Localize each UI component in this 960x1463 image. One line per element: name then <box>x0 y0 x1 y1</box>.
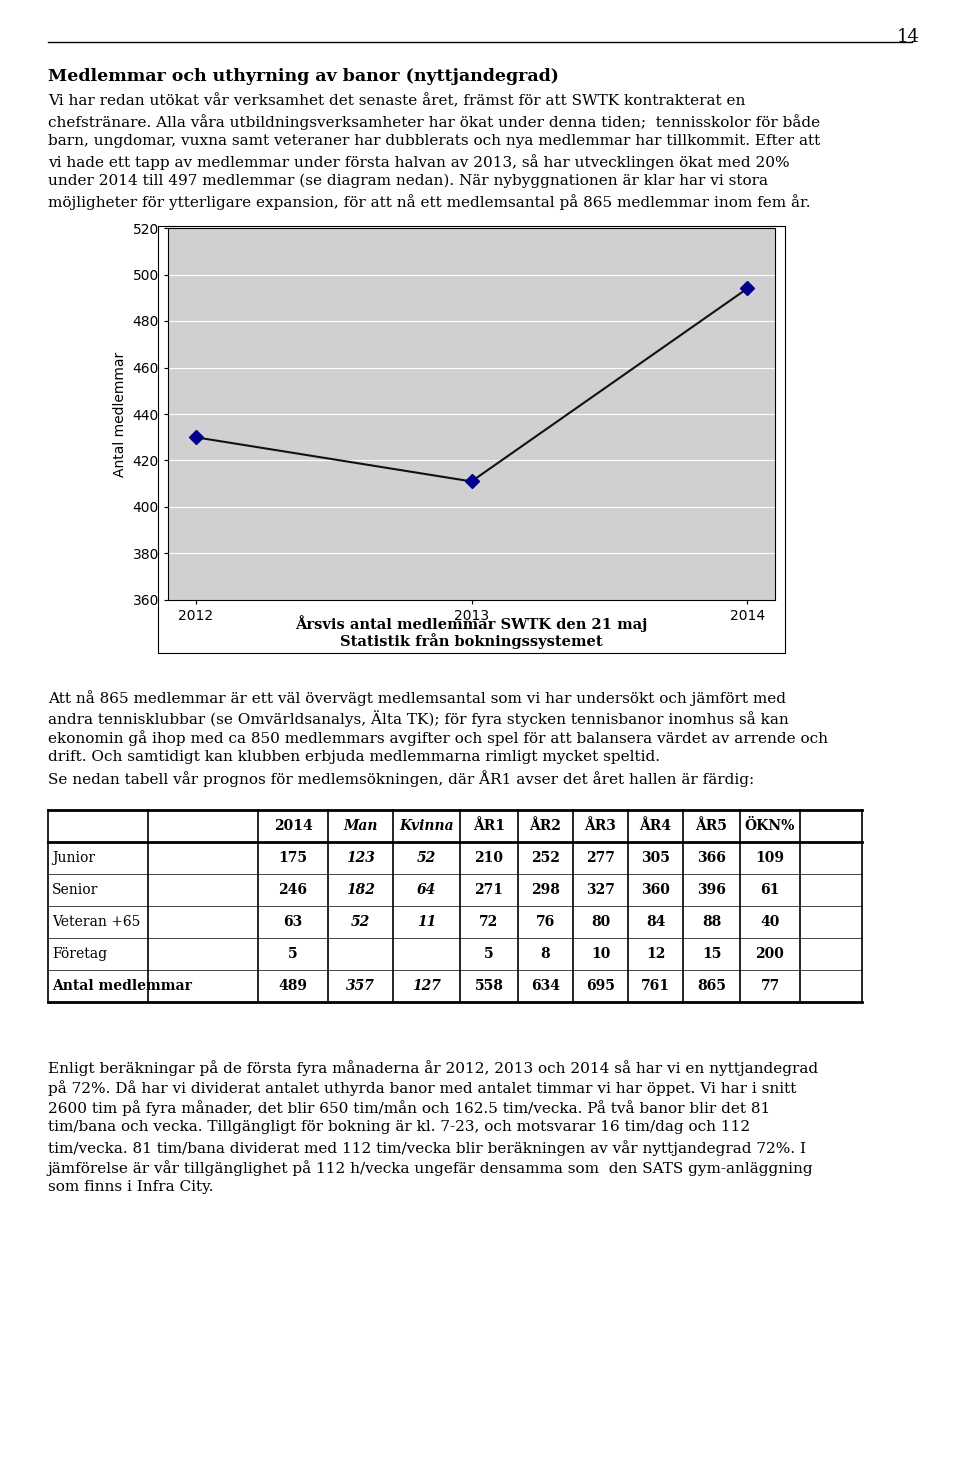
Text: 2014: 2014 <box>274 819 312 832</box>
Text: 11: 11 <box>417 914 436 929</box>
Text: 109: 109 <box>756 851 784 865</box>
Text: 61: 61 <box>760 884 780 897</box>
Text: 77: 77 <box>760 979 780 993</box>
Text: Kvinna: Kvinna <box>399 819 454 832</box>
Text: ekonomin gå ihop med ca 850 medlemmars avgifter och spel för att balansera värde: ekonomin gå ihop med ca 850 medlemmars a… <box>48 730 828 746</box>
Text: 366: 366 <box>697 851 726 865</box>
Text: 52: 52 <box>350 914 371 929</box>
Text: Antal medlemmar: Antal medlemmar <box>52 979 192 993</box>
Text: 64: 64 <box>417 884 436 897</box>
Text: 88: 88 <box>702 914 721 929</box>
Text: 5: 5 <box>288 947 298 961</box>
Text: Senior: Senior <box>52 884 98 897</box>
Text: drift. Och samtidigt kan klubben erbjuda medlemmarna rimligt mycket speltid.: drift. Och samtidigt kan klubben erbjuda… <box>48 751 660 764</box>
Text: Årsvis antal medlemmar SWTK den 21 maj: Årsvis antal medlemmar SWTK den 21 maj <box>296 614 648 632</box>
Text: 558: 558 <box>474 979 503 993</box>
Text: Veteran +65: Veteran +65 <box>52 914 140 929</box>
Text: 246: 246 <box>278 884 307 897</box>
Text: 80: 80 <box>590 914 611 929</box>
Text: 360: 360 <box>641 884 670 897</box>
Text: 12: 12 <box>646 947 665 961</box>
Text: ÅR3: ÅR3 <box>585 819 616 832</box>
Text: som finns i Infra City.: som finns i Infra City. <box>48 1181 213 1194</box>
Text: ÅR2: ÅR2 <box>530 819 562 832</box>
Text: Vi har redan utökat vår verksamhet det senaste året, främst för att SWTK kontrak: Vi har redan utökat vår verksamhet det s… <box>48 94 745 108</box>
Text: 72: 72 <box>479 914 498 929</box>
Text: 2600 tim på fyra månader, det blir 650 tim/mån och 162.5 tim/vecka. På två banor: 2600 tim på fyra månader, det blir 650 t… <box>48 1100 770 1116</box>
Text: på 72%. Då har vi dividerat antalet uthyrda banor med antalet timmar vi har öppe: på 72%. Då har vi dividerat antalet uthy… <box>48 1080 797 1096</box>
Text: andra tennisklubbar (se Omvärldsanalys, Älta TK); för fyra stycken tennisbanor i: andra tennisklubbar (se Omvärldsanalys, … <box>48 710 789 727</box>
Text: 63: 63 <box>283 914 302 929</box>
Text: 327: 327 <box>586 884 615 897</box>
Text: 634: 634 <box>531 979 560 993</box>
Text: 271: 271 <box>474 884 503 897</box>
Text: Medlemmar och uthyrning av banor (nyttjandegrad): Medlemmar och uthyrning av banor (nyttja… <box>48 67 559 85</box>
Text: 10: 10 <box>590 947 611 961</box>
Text: 277: 277 <box>586 851 615 865</box>
Text: chefstränare. Alla våra utbildningsverksamheter har ökat under denna tiden;  ten: chefstränare. Alla våra utbildningsverks… <box>48 114 820 130</box>
Text: 695: 695 <box>586 979 615 993</box>
Text: Att nå 865 medlemmar är ett väl övervägt medlemsantal som vi har undersökt och j: Att nå 865 medlemmar är ett väl övervägt… <box>48 691 786 705</box>
Text: 127: 127 <box>412 979 441 993</box>
Text: 14: 14 <box>898 28 920 45</box>
Text: 298: 298 <box>531 884 560 897</box>
Text: 305: 305 <box>641 851 670 865</box>
Text: jämförelse är vår tillgänglighet på 112 h/vecka ungefär densamma som  den SATS g: jämförelse är vår tillgänglighet på 112 … <box>48 1160 814 1176</box>
Text: 52: 52 <box>417 851 436 865</box>
Text: tim/bana och vecka. Tillgängligt för bokning är kl. 7-23, och motsvarar 16 tim/d: tim/bana och vecka. Tillgängligt för bok… <box>48 1121 750 1134</box>
Text: 210: 210 <box>474 851 503 865</box>
Text: barn, ungdomar, vuxna samt veteraner har dubblerats och nya medlemmar har tillko: barn, ungdomar, vuxna samt veteraner har… <box>48 135 820 148</box>
Text: ÖKN%: ÖKN% <box>745 819 795 832</box>
Text: 357: 357 <box>346 979 375 993</box>
Text: 182: 182 <box>346 884 375 897</box>
Text: ÅR4: ÅR4 <box>639 819 671 832</box>
Text: 396: 396 <box>697 884 726 897</box>
Y-axis label: Antal medlemmar: Antal medlemmar <box>113 351 127 477</box>
Text: ÅR5: ÅR5 <box>696 819 728 832</box>
Text: 8: 8 <box>540 947 550 961</box>
Text: Man: Man <box>344 819 377 832</box>
Text: Statistik från bokningssystemet: Statistik från bokningssystemet <box>340 633 603 650</box>
Text: Junior: Junior <box>52 851 95 865</box>
Text: tim/vecka. 81 tim/bana dividerat med 112 tim/vecka blir beräkningen av vår nyttj: tim/vecka. 81 tim/bana dividerat med 112… <box>48 1140 806 1156</box>
Text: 84: 84 <box>646 914 665 929</box>
Text: 200: 200 <box>756 947 784 961</box>
Text: 76: 76 <box>536 914 555 929</box>
Text: möjligheter för ytterligare expansion, för att nå ett medlemsantal på 865 medlem: möjligheter för ytterligare expansion, f… <box>48 195 810 209</box>
Text: Företag: Företag <box>52 947 108 961</box>
Text: Enligt beräkningar på de första fyra månaderna år 2012, 2013 och 2014 så har vi : Enligt beräkningar på de första fyra mån… <box>48 1061 818 1075</box>
Text: 123: 123 <box>346 851 375 865</box>
Text: under 2014 till 497 medlemmar (se diagram nedan). När nybyggnationen är klar har: under 2014 till 497 medlemmar (se diagra… <box>48 174 768 189</box>
Text: 15: 15 <box>702 947 721 961</box>
Text: 489: 489 <box>278 979 307 993</box>
Text: 40: 40 <box>760 914 780 929</box>
Text: 865: 865 <box>697 979 726 993</box>
Text: 761: 761 <box>641 979 670 993</box>
Text: ÅR1: ÅR1 <box>473 819 505 832</box>
Text: 252: 252 <box>531 851 560 865</box>
Text: Se nedan tabell vår prognos för medlemsökningen, där ÅR1 avser det året hallen ä: Se nedan tabell vår prognos för medlemsö… <box>48 770 755 787</box>
Text: vi hade ett tapp av medlemmar under första halvan av 2013, så har utvecklingen ö: vi hade ett tapp av medlemmar under förs… <box>48 154 790 170</box>
Text: 175: 175 <box>278 851 307 865</box>
Text: 5: 5 <box>484 947 493 961</box>
